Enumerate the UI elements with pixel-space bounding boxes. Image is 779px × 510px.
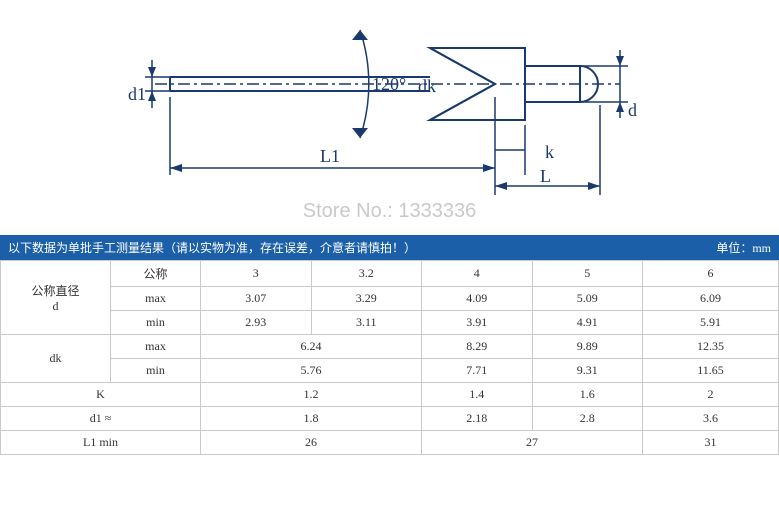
- dk-label: dk: [1, 335, 111, 383]
- table-row: dk max 6.24 8.29 9.89 12.35: [1, 335, 779, 359]
- info-bar-left: 以下数据为单批手工测量结果（请以实物为准，存在误差，介意者请慎拍！）: [8, 239, 416, 256]
- cell: 2.18: [422, 407, 533, 431]
- cell: 26: [201, 431, 422, 455]
- diagram-area: 120° dk d1 d L1 k L Store No.:: [0, 0, 779, 235]
- size-col: 6: [643, 261, 779, 287]
- cell: 27: [422, 431, 643, 455]
- cell: 6.09: [643, 287, 779, 311]
- table-row: 公称直径d 公称 3 3.2 4 5 6: [1, 261, 779, 287]
- cell: 5.91: [643, 311, 779, 335]
- info-bar-right: 单位：mm: [716, 239, 771, 256]
- cell: 3.07: [201, 287, 312, 311]
- K-label: K: [1, 383, 201, 407]
- size-col: 3.2: [311, 261, 422, 287]
- cell: 6.24: [201, 335, 422, 359]
- table-row: L1 min 26 27 31: [1, 431, 779, 455]
- sublabel-nominal: 公称: [111, 261, 201, 287]
- table-row: min 5.76 7.71 9.31 11.65: [1, 359, 779, 383]
- cell: 4.09: [422, 287, 533, 311]
- table-row: max 3.07 3.29 4.09 5.09 6.09: [1, 287, 779, 311]
- cell: 2.93: [201, 311, 312, 335]
- size-col: 3: [201, 261, 312, 287]
- nominal-diameter-label: 公称直径d: [1, 261, 111, 335]
- sublabel-min: min: [111, 311, 201, 335]
- cell: 9.89: [532, 335, 643, 359]
- cell: 11.65: [643, 359, 779, 383]
- size-col: 4: [422, 261, 533, 287]
- cell: 1.2: [201, 383, 422, 407]
- L-label: L: [540, 166, 551, 186]
- sublabel-max: max: [111, 287, 201, 311]
- cell: 1.4: [422, 383, 533, 407]
- cell: 9.31: [532, 359, 643, 383]
- cell: 12.35: [643, 335, 779, 359]
- d1-label: d1: [128, 84, 146, 104]
- cell: 1.6: [532, 383, 643, 407]
- cell: 7.71: [422, 359, 533, 383]
- cell: 2.8: [532, 407, 643, 431]
- cell: 31: [643, 431, 779, 455]
- l1-label: L1: [320, 146, 340, 166]
- cell: 4.91: [532, 311, 643, 335]
- watermark: Store No.: 1333336: [0, 200, 779, 223]
- angle-label: 120°: [372, 74, 406, 94]
- table-row: min 2.93 3.11 3.91 4.91 5.91: [1, 311, 779, 335]
- cell: 8.29: [422, 335, 533, 359]
- cell: 2: [643, 383, 779, 407]
- spec-table: 公称直径d 公称 3 3.2 4 5 6 max 3.07 3.29 4.09 …: [0, 260, 779, 455]
- cell: 3.6: [643, 407, 779, 431]
- cell: 5.09: [532, 287, 643, 311]
- dk-min-label: min: [111, 359, 201, 383]
- table-row: d1 ≈ 1.8 2.18 2.8 3.6: [1, 407, 779, 431]
- L1-label: L1 min: [1, 431, 201, 455]
- k-label: k: [545, 142, 554, 162]
- info-bar: 以下数据为单批手工测量结果（请以实物为准，存在误差，介意者请慎拍！） 单位：mm: [0, 235, 779, 260]
- table-row: K 1.2 1.4 1.6 2: [1, 383, 779, 407]
- d1-label: d1 ≈: [1, 407, 201, 431]
- cell: 3.11: [311, 311, 422, 335]
- cell: 5.76: [201, 359, 422, 383]
- cell: 3.91: [422, 311, 533, 335]
- size-col: 5: [532, 261, 643, 287]
- dk-label: dk: [418, 76, 436, 96]
- d-label: d: [628, 100, 637, 120]
- dk-max-label: max: [111, 335, 201, 359]
- cell: 1.8: [201, 407, 422, 431]
- cell: 3.29: [311, 287, 422, 311]
